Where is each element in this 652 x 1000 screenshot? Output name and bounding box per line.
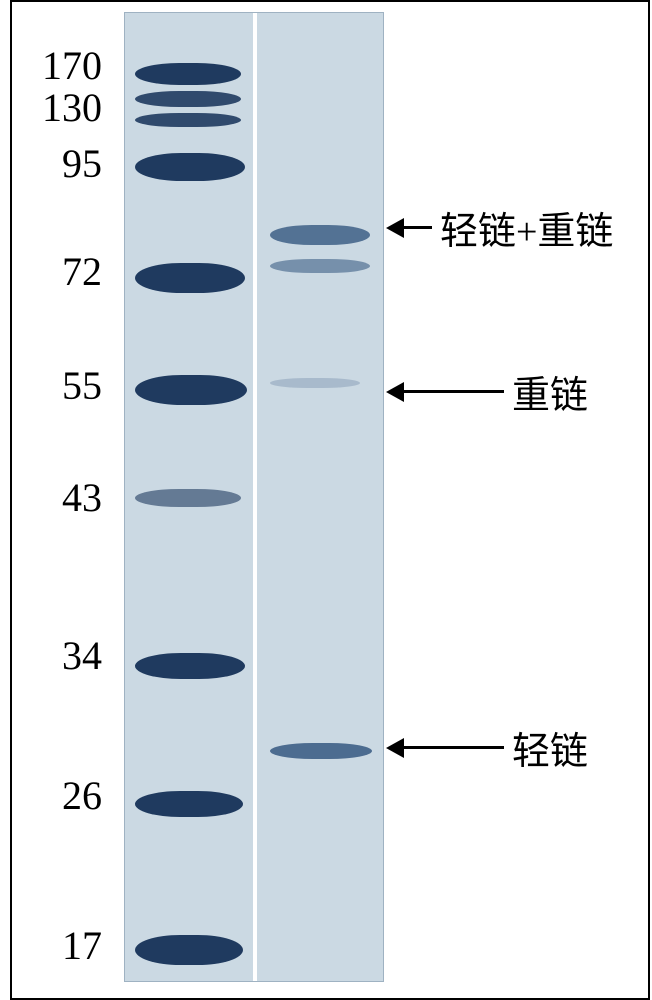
kda-130: 130 [12,84,102,131]
marker-band [135,263,245,293]
sample-band [270,743,372,759]
kda-26: 26 [12,772,102,819]
kda-43: 43 [12,474,102,521]
arrow-heavy: 重链 [386,364,588,419]
kda-170: 170 [12,42,102,89]
arrow-light: 轻链 [386,720,588,775]
marker-band [135,63,241,85]
sample-band [270,259,370,273]
arrow-line [404,390,504,393]
kda-34: 34 [12,632,102,679]
arrow-head-icon [386,218,404,238]
arrow-line [404,746,504,749]
kda-72: 72 [12,248,102,295]
marker-band [135,791,243,817]
gel-image [124,12,384,982]
arrow-head-icon [386,382,404,402]
marker-band [135,935,243,965]
lane-divider [253,13,257,981]
sample-band [270,225,370,245]
arrow-light-heavy: 轻链+重链 [386,200,613,255]
marker-band [135,113,241,127]
marker-band [135,153,245,181]
figure-frame: 170 130 95 72 55 43 34 26 17 轻链+重链 重链 轻链 [10,0,650,1000]
arrow-line [404,226,432,229]
arrow-label-heavy: 重链 [512,364,588,419]
marker-band [135,91,241,107]
arrow-label-light: 轻链 [512,720,588,775]
kda-95: 95 [12,140,102,187]
kda-17: 17 [12,922,102,969]
marker-band [135,489,241,507]
kda-55: 55 [12,362,102,409]
marker-band [135,653,245,679]
arrow-label-light-heavy: 轻链+重链 [440,200,613,255]
marker-band [135,375,247,405]
arrow-head-icon [386,738,404,758]
sample-band [270,378,360,388]
